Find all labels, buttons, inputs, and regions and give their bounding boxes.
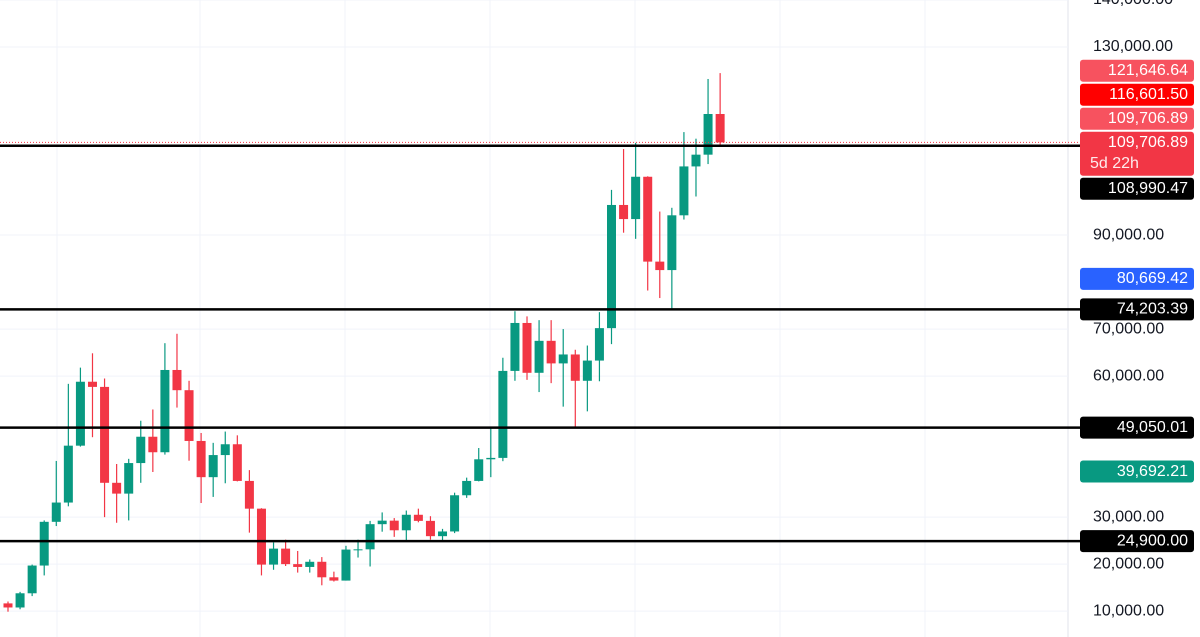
candle-body [112,482,122,494]
candle-body [220,444,230,456]
candle-body [27,565,37,594]
price-label-box [1080,59,1194,82]
y-tick-label: 90,000.00 [1093,226,1164,243]
candle-body [498,370,508,458]
candle-body [281,548,291,565]
candle-body [558,354,568,364]
candle-body [172,369,182,391]
y-tick-label: 140,000.00 [1093,0,1173,8]
candle-body [522,322,532,373]
price-label-box [1080,177,1194,200]
candle-body [570,354,580,381]
candle-body [329,577,339,581]
candle-body [269,548,279,565]
price-label: 121,646.64 [1108,62,1188,79]
candle-body [619,204,629,220]
candle-body [75,381,85,446]
price-label-box [1080,267,1194,290]
candle-body [341,549,351,581]
candle-body [438,531,448,537]
price-label: 116,601.50 [1109,86,1188,103]
price-label: 49,050.01 [1117,419,1188,436]
candle-body [63,445,73,503]
y-tick-label: 130,000.00 [1093,38,1173,55]
candle-body [462,480,472,496]
candle-body [594,328,604,361]
candle-body [208,455,218,478]
candle-body [184,390,194,441]
price-label-box [1080,416,1194,439]
candle-body [413,514,423,521]
candle-body [353,549,363,551]
price-label: 108,990.47 [1108,180,1188,197]
price-label: 109,706.89 [1108,110,1188,127]
candle-body [450,495,460,532]
candle-body [655,261,665,271]
candle-body [425,520,435,537]
candle-body [244,480,254,509]
price-label: 24,900.00 [1117,532,1188,549]
candle-body [39,521,49,566]
countdown-label: 5d 22h [1090,155,1139,172]
candle-body [293,564,303,567]
price-label: 39,692.21 [1117,463,1188,480]
price-label-box [1080,107,1194,130]
price-label: 80,669.42 [1117,270,1188,287]
candle-body [510,322,520,371]
candle-body [631,176,641,220]
candle-body [607,204,616,329]
price-label-box [1080,298,1194,321]
candle-body [232,444,242,481]
candle-body [100,386,110,483]
y-tick-label: 20,000.00 [1093,555,1164,572]
candle-body [196,440,206,478]
price-label: 109,706.89 [1108,134,1188,151]
candle-body [87,381,97,387]
candle-body [148,436,158,453]
y-tick-label: 10,000.00 [1093,602,1164,619]
candle-body [474,459,484,481]
candle-body [3,603,13,608]
candle-body [691,154,701,167]
candle-body [703,114,713,155]
candle-body [365,524,375,550]
price-label: 74,203.39 [1117,301,1188,318]
y-tick-label: 60,000.00 [1093,367,1164,384]
candle-body [667,215,677,271]
candle-body [160,369,170,453]
candle-body [51,502,61,522]
price-label-box [1080,131,1194,176]
candle-body [15,593,25,608]
candle-body [317,561,327,578]
price-label-box [1080,460,1194,483]
candle-body [534,340,544,373]
candle-body [305,561,315,567]
candle-body [643,176,653,262]
candle-body [256,508,266,565]
candle-body [401,514,411,531]
candle-body [377,520,387,525]
candle-body [136,436,146,464]
candle-body [582,360,592,381]
candle-body [715,114,725,143]
candle-body [546,340,556,364]
candles [3,73,725,612]
candle-body [124,463,134,494]
y-tick-label: 70,000.00 [1093,320,1164,337]
price-label-box [1080,530,1194,553]
candle-body [679,166,689,216]
y-tick-label: 30,000.00 [1093,508,1164,525]
candle-body [486,457,496,460]
candle-body [389,520,399,531]
price-label-box [1080,83,1194,106]
